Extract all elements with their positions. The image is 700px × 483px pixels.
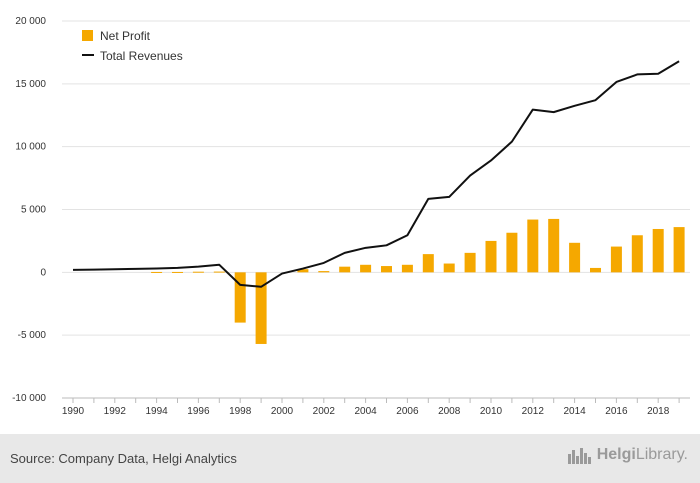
x-tick-label: 1996 [187,406,210,417]
net-profit-bar [673,227,685,273]
bar-series [151,218,685,344]
footer: Source: Company Data, Helgi Analytics He… [0,434,700,483]
helgi-library-logo[interactable]: Helgi Library. [567,446,688,464]
x-tick-label: 2006 [396,406,419,417]
net-profit-bar [652,228,664,273]
x-tick-label: 2016 [605,406,628,417]
net-profit-bar [172,271,183,273]
net-profit-bar [631,235,643,273]
legend-label-total-revenues: Total Revenues [100,49,183,63]
net-profit-bar [569,242,581,273]
net-profit-bar [255,272,267,344]
logo-text-library: Library. [635,446,688,463]
net-profit-bar [610,246,622,273]
net-profit-bar [234,272,246,323]
x-tick-label: 1990 [62,406,85,417]
y-tick-label: 20 000 [15,16,46,27]
y-tick-label: 15 000 [15,79,46,90]
net-profit-bar [443,263,455,273]
x-tick-label: 2000 [271,406,294,417]
y-tick-label: 0 [40,267,46,278]
x-tick-label: 2004 [354,406,377,417]
y-tick-label: 5 000 [21,205,46,216]
net-profit-bar [192,271,204,273]
net-profit-bar [213,271,225,273]
source-text: Source: Company Data, Helgi Analytics [10,451,237,466]
net-profit-bar [548,218,560,273]
y-axis-ticks: 20 000 15 000 10 000 5 000 0 -5 000 -10 000 [12,16,46,404]
city-skyline-icon [567,448,591,464]
x-tick-label: 2018 [647,406,670,417]
y-tick-label: -10 000 [12,393,46,404]
y-tick-label: -5 000 [18,330,47,341]
x-tick-label: 2008 [438,406,461,417]
net-profit-bar [151,271,163,273]
logo-text-helgi: Helgi [596,446,636,463]
net-profit-bar [506,232,518,273]
net-profit-bar [381,266,392,273]
x-tick-label: 1992 [104,406,127,417]
x-axis-ticks: 1990 1992 1994 1996 1998 2000 2002 2004 2006 2008… [62,398,680,417]
net-profit-bar [527,219,539,273]
net-profit-bar [590,267,601,273]
net-profit-bar [297,269,309,273]
net-profit-bar [464,252,476,273]
net-profit-bar [360,264,372,273]
x-tick-label: 2012 [522,406,545,417]
x-tick-label: 1994 [145,406,168,417]
line-series [72,60,680,288]
net-profit-bar [401,264,413,273]
net-profit-bar [339,266,351,273]
x-tick-label: 2002 [313,406,336,417]
y-tick-label: 10 000 [15,142,46,153]
total-revenues-line [72,60,680,288]
legend-swatch-net-profit [82,30,93,41]
legend-label-net-profit: Net Profit [100,29,151,43]
legend: Net Profit Total Revenues [82,29,183,63]
chart-canvas: 20 000 15 000 10 000 5 000 0 -5 000 -10 000 19… [12,16,690,417]
x-tick-label: 2010 [480,406,503,417]
x-tick-label: 2014 [563,406,586,417]
grid-layer [62,20,690,399]
net-profit-bar [318,271,330,273]
x-tick-label: 1998 [229,406,252,417]
net-profit-bar [485,240,497,273]
net-profit-bar [422,254,434,273]
